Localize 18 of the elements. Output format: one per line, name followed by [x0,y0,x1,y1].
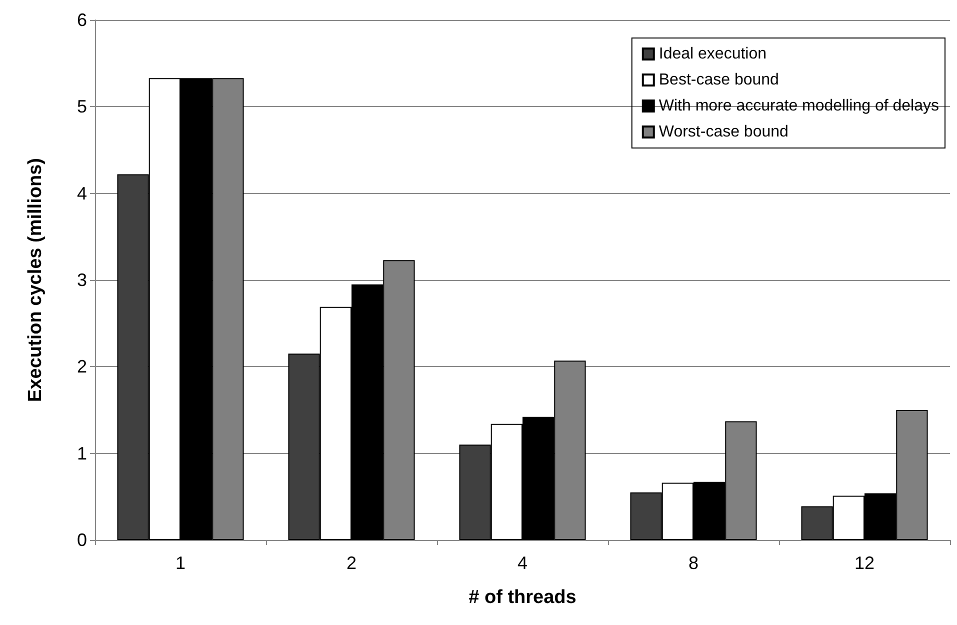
legend-label: Best-case bound [658,72,779,88]
y-tick-label: 6 [76,10,87,30]
x-tick-label: 2 [346,553,357,573]
legend-label: With more accurate modelling of delays [658,98,939,114]
x-tick-label: 12 [854,553,875,573]
y-tick-label: 5 [76,96,87,117]
y-axis-title: Execution cycles (millions) [25,158,46,402]
legend-label: Ideal execution [658,46,767,62]
y-tick-label: 0 [76,530,87,550]
x-axis-title: # of threads [468,587,576,608]
y-tick-label: 1 [76,443,87,464]
legend-label: Worst-case bound [658,124,788,140]
y-tick-label: 4 [76,183,87,204]
x-tick-label: 1 [175,553,186,573]
y-tick-label: 2 [76,356,87,377]
x-tick-label: 8 [688,553,699,573]
x-tick-label: 4 [517,553,528,573]
y-tick-label: 3 [76,270,87,290]
